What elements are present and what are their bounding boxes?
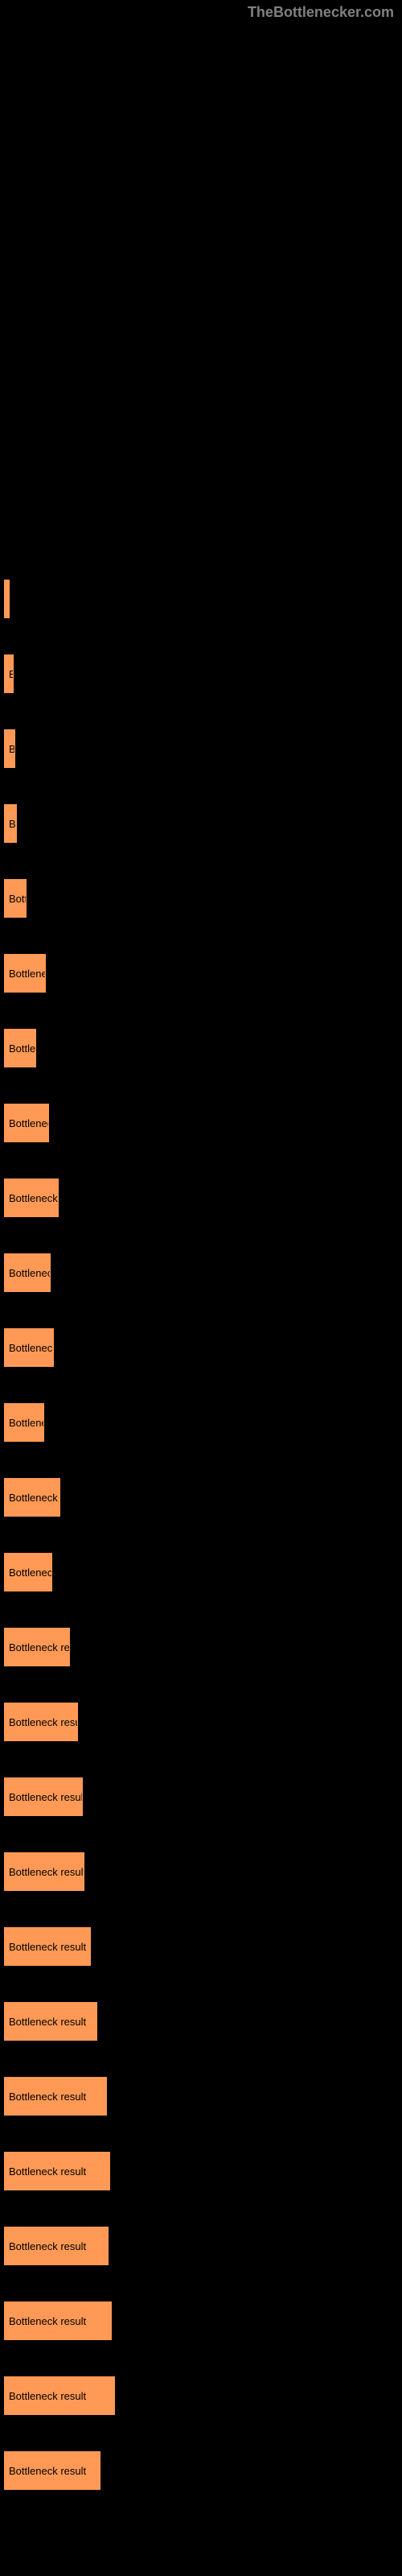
chart-bar: Bottleneck re [4, 1253, 51, 1292]
chart-bar: Bottleneck result [4, 1777, 83, 1816]
bar-label: Bottleneck result [9, 2016, 86, 2028]
bar-label: Bottleneck result [9, 2091, 86, 2103]
bar-row: Bottleneck result [4, 1703, 402, 1775]
bar-row: Bottleneck res [4, 1104, 402, 1176]
bar-label: Bottleneck r [9, 968, 46, 980]
chart-bar: Bottleneck result [4, 2376, 115, 2415]
chart-bar: B [4, 729, 15, 768]
chart-bar: Bottlen [4, 879, 27, 918]
chart-bar: Bottleneck [4, 1403, 44, 1442]
bar-label: Bottleneck result [9, 1866, 84, 1878]
bar-row: Bottleneck result [4, 1478, 402, 1550]
bar-label: Bottleneck res [9, 1342, 54, 1354]
bar-label: Bottleneck result [9, 1192, 59, 1204]
watermark-text: TheBottlenecker.com [248, 4, 394, 21]
bar-row: Bottleneck result [4, 1777, 402, 1850]
bar-row: Bottleneck [4, 1403, 402, 1476]
bar-label: Bottleneck result [9, 1716, 78, 1728]
bar-label: Bottleneck [9, 1417, 44, 1429]
chart-bar: Bottleneck result [4, 1478, 60, 1517]
chart-bar [4, 580, 10, 618]
bar-label: Bottleneck result [9, 2240, 86, 2252]
bar-row: Bottleneck result [4, 2077, 402, 2149]
chart-bar: Bottleneck res [4, 1328, 54, 1367]
chart-bar: Bottleneck result [4, 1852, 84, 1891]
chart-bar: Bottleneck result [4, 2077, 107, 2116]
chart-bar: Bottleneck result [4, 1703, 78, 1741]
bar-row: Bottleneck result [4, 2227, 402, 2299]
chart-bar: Bottleneck result [4, 1179, 59, 1217]
bar-label: Bottleneck result [9, 1791, 83, 1803]
bar-row: Bottleneck result [4, 2301, 402, 2374]
bar-label: Bottleneck result [9, 2390, 86, 2402]
bar-row: B [4, 729, 402, 802]
bar-chart: B B Bo Bottlen Bottleneck r Bottlene Bottlenec… [0, 580, 402, 2524]
bar-label: Bottleneck res [9, 1567, 52, 1579]
bar-label: Bottlene [9, 1042, 36, 1055]
bar-row: Bottleneck re [4, 1253, 402, 1326]
chart-bar: Bottleneck result [4, 1927, 91, 1966]
chart-bar: Bottleneck r [4, 954, 46, 993]
bar-label: Bottleneck re [9, 1267, 51, 1279]
chart-bar: Bottleneck res [4, 1553, 52, 1591]
bar-label: Bottlen [9, 893, 27, 905]
bar-label: Bottleneck res [9, 1117, 49, 1129]
bar-row: Bottleneck result [4, 2002, 402, 2074]
bar-label: Bottleneck result [9, 2465, 86, 2477]
bar-row: Bottlene [4, 1029, 402, 1101]
bar-row: Bottleneck r [4, 954, 402, 1026]
bar-label: Bo [9, 818, 17, 830]
bar-row: Bottlen [4, 879, 402, 952]
chart-bar: Bottleneck result [4, 1628, 70, 1666]
chart-bar: Bottlene [4, 1029, 36, 1067]
bar-row [4, 580, 402, 652]
bar-row: Bottleneck result [4, 1628, 402, 1700]
bar-label: B [9, 668, 14, 680]
bar-row: Bottleneck result [4, 1927, 402, 2000]
bar-row: Bo [4, 804, 402, 877]
bar-label: Bottleneck result [9, 1641, 70, 1653]
bar-label: Bottleneck result [9, 1492, 60, 1504]
chart-bar: B [4, 654, 14, 693]
chart-bar: Bottleneck res [4, 1104, 49, 1142]
chart-bar: Bottleneck result [4, 2227, 109, 2265]
chart-bar: Bottleneck result [4, 2451, 100, 2490]
bar-row: Bottleneck result [4, 2451, 402, 2524]
bar-row: Bottleneck result [4, 2376, 402, 2449]
chart-bar: Bottleneck result [4, 2152, 110, 2190]
bar-label: B [9, 743, 15, 755]
bar-label: Bottleneck result [9, 1941, 86, 1953]
chart-bar: Bottleneck result [4, 2301, 112, 2340]
bar-row: Bottleneck result [4, 1179, 402, 1251]
bar-row: Bottleneck result [4, 1852, 402, 1925]
bar-row: Bottleneck res [4, 1328, 402, 1401]
chart-bar: Bottleneck result [4, 2002, 97, 2041]
bar-label: Bottleneck result [9, 2315, 86, 2327]
chart-bar: Bo [4, 804, 17, 843]
bar-row: B [4, 654, 402, 727]
bar-row: Bottleneck result [4, 2152, 402, 2224]
bar-row: Bottleneck res [4, 1553, 402, 1625]
bar-label: Bottleneck result [9, 2165, 86, 2178]
